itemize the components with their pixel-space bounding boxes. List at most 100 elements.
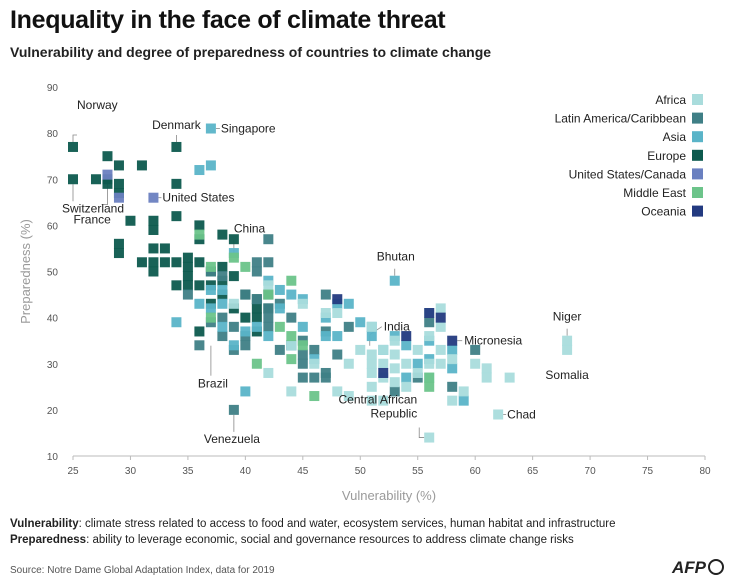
point-europe (171, 257, 182, 268)
point-latin-america-caribbean (263, 321, 274, 332)
point-latin-america-caribbean (240, 340, 251, 351)
point-africa (366, 321, 377, 332)
point-africa (366, 358, 377, 369)
x-tick-label: 60 (470, 466, 482, 477)
point-africa (309, 358, 320, 369)
point-africa (435, 303, 446, 314)
legend-label-asia: Asia (663, 130, 687, 144)
leader-central-african (418, 427, 425, 438)
y-tick-label: 60 (47, 221, 59, 232)
label-central-african: Central African (339, 393, 418, 407)
point-latin-america-caribbean (263, 303, 274, 314)
point-latin-america-caribbean (274, 344, 285, 355)
legend-swatch-asia (692, 131, 703, 143)
point-europe (217, 229, 228, 240)
point-europe (113, 248, 124, 259)
point-africa (458, 386, 469, 397)
legend-swatch-oceania (692, 205, 703, 217)
point-africa (286, 340, 297, 351)
label-norway: Norway (77, 98, 118, 112)
point-africa (435, 344, 446, 355)
afp-logo: AFP (672, 558, 724, 578)
vulnerability-note: Vulnerability: climate stress related to… (10, 518, 616, 530)
point-oceania (447, 335, 458, 346)
point-europe (148, 224, 159, 235)
point-latin-america-caribbean (343, 321, 354, 332)
source-note: Source: Notre Dame Global Adaptation Ind… (10, 565, 275, 576)
point-europe (159, 243, 170, 254)
point-africa (366, 367, 377, 378)
point-asia (274, 284, 285, 295)
point-asia (458, 395, 469, 406)
point-europe (194, 280, 205, 291)
point-asia (251, 321, 262, 332)
point-europe (90, 174, 101, 185)
point-asia (366, 331, 377, 342)
point-europe (159, 257, 170, 268)
point-latin-america-caribbean (263, 234, 274, 245)
point-asia (171, 317, 182, 328)
point-latin-america-caribbean (194, 340, 205, 351)
chart-subtitle: Vulnerability and degree of preparedness… (10, 44, 492, 60)
point-asia (263, 331, 274, 342)
point-oceania (378, 367, 389, 378)
point-europe (194, 326, 205, 337)
point-middle-east (205, 312, 216, 323)
point-asia (412, 358, 423, 369)
point-africa (481, 363, 492, 374)
point-africa (504, 372, 515, 383)
y-tick-label: 50 (47, 268, 59, 279)
point-latin-america-caribbean (309, 372, 320, 383)
y-tick-label: 40 (47, 314, 59, 325)
point-africa (435, 358, 446, 369)
point-latin-america-caribbean (217, 271, 228, 282)
label-india: India (384, 320, 410, 334)
point-africa (389, 377, 400, 388)
x-tick-label: 75 (642, 466, 654, 477)
x-tick-label: 70 (585, 466, 597, 477)
y-tick-label: 20 (47, 406, 59, 417)
point-africa (447, 354, 458, 365)
point-latin-america-caribbean (309, 344, 320, 355)
point-asia (401, 372, 412, 383)
point-asia (286, 289, 297, 300)
point-asia (205, 303, 216, 314)
point-latin-america-caribbean (297, 372, 308, 383)
point-europe (102, 178, 113, 189)
point-middle-east (297, 340, 308, 351)
point-asia (217, 298, 228, 309)
point-africa (378, 358, 389, 369)
label-venezuela: Venezuela (204, 432, 260, 446)
point-oceania (435, 312, 446, 323)
point-africa (355, 344, 366, 355)
point-latin-america-caribbean (228, 321, 239, 332)
point-middle-east (274, 321, 285, 332)
point-asia (401, 340, 412, 351)
point-latin-america-caribbean (228, 404, 239, 415)
point-africa (366, 395, 377, 406)
point-oceania (424, 308, 435, 319)
point-oceania (401, 331, 412, 342)
point-europe (194, 257, 205, 268)
x-tick-label: 25 (67, 466, 79, 477)
point-europe (228, 271, 239, 282)
point-africa (470, 358, 481, 369)
preparedness-term: Preparedness (10, 534, 87, 546)
point-asia (389, 275, 400, 286)
point-africa (493, 409, 504, 420)
legend-label-middle-east: Middle East (623, 186, 686, 200)
point-middle-east (263, 289, 274, 300)
point-latin-america-caribbean (470, 344, 481, 355)
point-united-states-canada (148, 192, 159, 203)
point-europe (217, 261, 228, 272)
point-europe (251, 312, 262, 323)
label-niger: Niger (553, 310, 582, 324)
x-tick-label: 30 (125, 466, 137, 477)
point-europe (102, 151, 113, 162)
point-europe (136, 257, 147, 268)
point-europe (182, 280, 193, 291)
point-middle-east (251, 358, 262, 369)
point-africa (343, 391, 354, 402)
point-africa (343, 358, 354, 369)
legend-label-united-states-canada: United States/Canada (569, 167, 687, 181)
